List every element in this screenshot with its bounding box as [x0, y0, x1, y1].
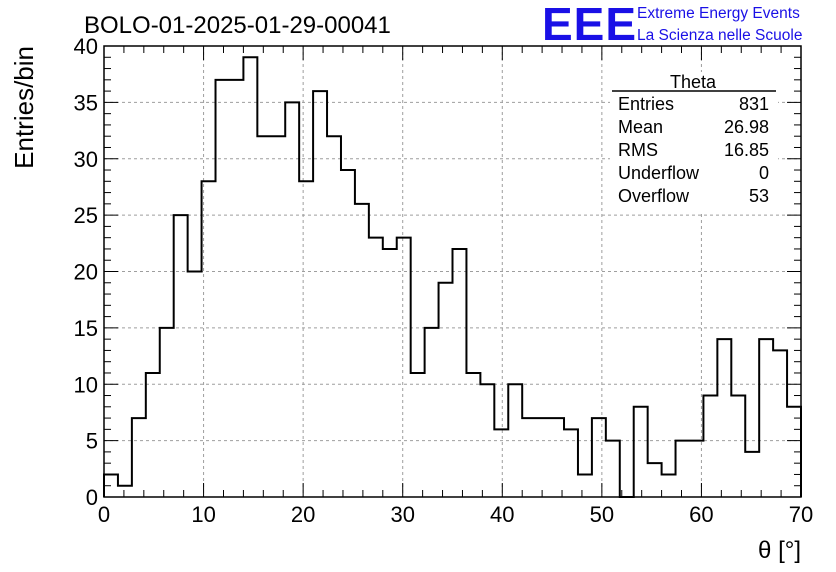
stats-value: 53 [749, 186, 769, 206]
stats-background [610, 72, 778, 212]
histogram-bin [160, 328, 174, 497]
histogram-bin [648, 463, 662, 497]
histogram-bin [257, 136, 271, 497]
histogram-bin [606, 441, 620, 497]
histogram-bin [327, 136, 341, 497]
x-tick-label: 60 [689, 502, 713, 527]
stats-rows: Entries 831 Mean 26.98 RMS 16.85 Underflow 0 Ove… [618, 94, 769, 206]
histogram-bin [425, 328, 439, 497]
eee-logo-line2: La Scienza nelle Scuole [637, 27, 802, 44]
stats-box: Theta Entries 831 Mean 26.98 RMS 16.85 Underfl… [610, 72, 778, 212]
x-axis-label: θ [°] [758, 537, 801, 564]
x-tick-label: 0 [98, 502, 110, 527]
histogram-bin [439, 283, 453, 497]
chart-title: BOLO-01-2025-01-29-00041 [84, 12, 391, 39]
histogram-bin [313, 91, 327, 497]
axis-ticks [103, 45, 802, 498]
stats-label: RMS [618, 140, 658, 160]
y-tick-label: 0 [86, 485, 98, 510]
histogram-bin [132, 418, 146, 497]
x-tick-label: 20 [291, 502, 315, 527]
histogram-bin [369, 238, 383, 497]
stats-label: Underflow [618, 163, 700, 183]
histogram-bin [216, 80, 230, 497]
histogram-bin [592, 418, 606, 497]
stats-value: 0 [759, 163, 769, 183]
stats-label: Mean [618, 117, 663, 137]
histogram-bin [243, 57, 257, 497]
histogram-bin [229, 80, 243, 497]
histogram-bin [146, 373, 160, 497]
x-tick-label: 40 [490, 502, 514, 527]
histogram-bin [411, 373, 425, 497]
y-tick-label: 40 [74, 34, 98, 59]
histogram-bin [550, 418, 564, 497]
eee-logo: EEE Extreme Energy Events La Scienza nel… [542, 0, 802, 50]
histogram-bin [285, 102, 299, 497]
histogram-bin [397, 238, 411, 497]
x-tick-label: 50 [590, 502, 614, 527]
histogram-bin [731, 396, 745, 497]
histogram-bin [745, 452, 759, 497]
x-tick-labels: 0 10 20 30 40 50 60 70 [98, 502, 813, 527]
y-tick-labels: 0 5 10 15 20 25 30 35 40 [74, 34, 98, 510]
histogram-bin [536, 418, 550, 497]
histogram-bin [759, 339, 773, 497]
x-tick-label: 70 [789, 502, 813, 527]
histogram-bin [271, 136, 285, 497]
histogram-bin [174, 215, 188, 497]
y-tick-label: 10 [74, 372, 98, 397]
stats-value: 26.98 [724, 117, 769, 137]
histogram-bin [578, 474, 592, 497]
y-tick-label: 5 [86, 429, 98, 454]
y-tick-label: 15 [74, 316, 98, 341]
stats-value: 831 [739, 94, 769, 114]
histogram-bin [118, 486, 132, 497]
histogram-bin [494, 429, 508, 497]
histogram-bin [634, 407, 648, 497]
y-tick-label: 25 [74, 203, 98, 228]
histogram-bin [703, 396, 717, 497]
histogram-bin [773, 350, 787, 497]
histogram-series [103, 56, 802, 498]
y-tick-label: 20 [74, 260, 98, 285]
histogram-bin [383, 249, 397, 497]
x-tick-label: 30 [390, 502, 414, 527]
y-tick-label: 30 [74, 147, 98, 172]
y-axis-label: Entries/bin [9, 46, 39, 169]
stats-label: Entries [618, 94, 674, 114]
histogram-step-line [103, 56, 802, 498]
histogram-bin [299, 181, 313, 497]
eee-logo-mark: EEE [542, 0, 637, 50]
x-tick-label: 10 [191, 502, 215, 527]
stats-name: Theta [670, 72, 717, 92]
histogram-bin [453, 249, 467, 497]
histogram-bin [466, 373, 480, 497]
histogram-bin [717, 339, 731, 497]
histogram-bin [522, 418, 536, 497]
stats-label: Overflow [618, 186, 690, 206]
eee-logo-line1: Extreme Energy Events [637, 5, 800, 22]
histogram-bin [564, 429, 578, 497]
y-tick-label: 35 [74, 90, 98, 115]
histogram-bin [676, 441, 690, 497]
histogram-bin [662, 474, 676, 497]
histogram-bin [341, 170, 355, 497]
histogram-bin [355, 204, 369, 497]
stats-value: 16.85 [724, 140, 769, 160]
